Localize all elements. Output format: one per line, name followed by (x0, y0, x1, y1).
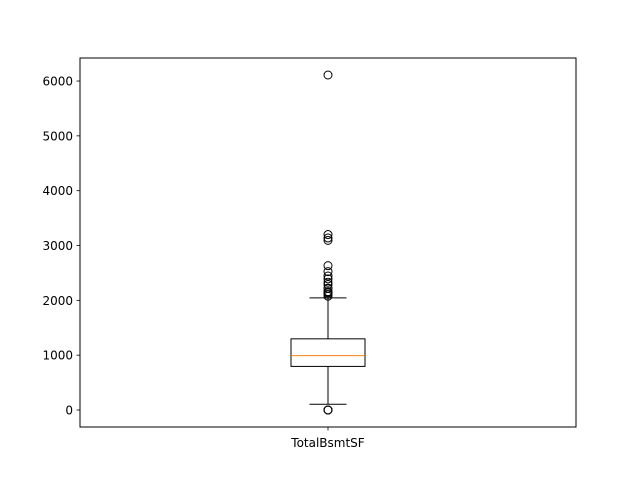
boxes-layer (290, 70, 366, 415)
y-tick-label: 1000 (42, 349, 73, 363)
iqr-box (290, 338, 366, 367)
y-tick-label: 3000 (42, 239, 73, 253)
outlier-point (323, 70, 333, 80)
y-tick-label: 6000 (42, 75, 73, 89)
x-axis-ticks: TotalBsmtSF (290, 427, 365, 450)
y-axis-ticks: 0 1000 2000 3000 4000 5000 6000 (42, 75, 80, 418)
y-tick-label: 5000 (42, 129, 73, 143)
outlier-point (323, 235, 333, 245)
outlier-point (323, 274, 333, 284)
outlier-point (323, 230, 333, 240)
y-tick-label: 0 (65, 404, 73, 418)
outlier-point (323, 233, 333, 243)
plot-area-frame (79, 57, 577, 428)
outlier-point (323, 405, 333, 415)
outlier-point (323, 267, 333, 277)
box-group (290, 70, 366, 415)
outlier-point (323, 271, 333, 281)
y-tick-label: 4000 (42, 184, 73, 198)
outlier-point (323, 283, 333, 293)
outlier-point (323, 261, 333, 271)
outlier-point (323, 277, 333, 287)
outlier-point (323, 287, 333, 297)
y-tick-label: 2000 (42, 294, 73, 308)
x-tick-label: TotalBsmtSF (290, 436, 365, 450)
